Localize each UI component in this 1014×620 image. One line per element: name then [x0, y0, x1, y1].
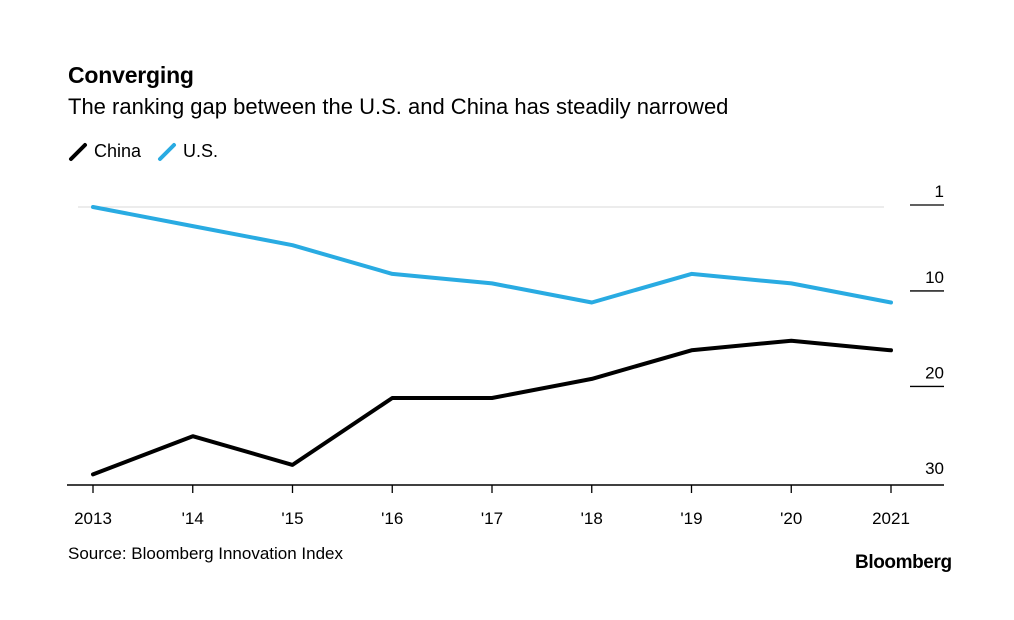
series-line-u-s: [91, 205, 893, 305]
x-tick-label-0: 2013: [74, 509, 112, 528]
source-note: Source: Bloomberg Innovation Index: [68, 544, 344, 563]
x-tick-label-6: '19: [680, 509, 702, 528]
legend-label-us: U.S.: [183, 141, 219, 161]
series-line-china: [91, 338, 893, 477]
x-tick-label-7: '20: [780, 509, 802, 528]
x-tick-label-1: '14: [182, 509, 204, 528]
x-tick-label-2: '15: [281, 509, 303, 528]
us-swatch-icon: [158, 142, 177, 161]
y-tick-label-20: 20: [925, 363, 944, 382]
x-tick-label-8: 2021: [872, 509, 910, 528]
x-tick-label-5: '18: [581, 509, 603, 528]
y-tick-label-30: 30: [925, 459, 944, 478]
chart-title: Converging: [68, 62, 194, 88]
legend-item-us: U.S.: [157, 141, 218, 162]
legend-item-china: China: [68, 141, 141, 162]
x-tick-label-4: '17: [481, 509, 503, 528]
y-tick-label-1: 1: [935, 182, 944, 201]
bloomberg-logo: Bloomberg: [855, 552, 952, 573]
y-tick-label-10: 10: [925, 268, 944, 287]
china-swatch-icon: [69, 142, 87, 161]
legend-label-china: China: [94, 141, 142, 161]
x-tick-label-3: '16: [381, 509, 403, 528]
legend: China U.S.: [68, 141, 226, 162]
chart-subtitle: The ranking gap between the U.S. and Chi…: [68, 94, 729, 119]
